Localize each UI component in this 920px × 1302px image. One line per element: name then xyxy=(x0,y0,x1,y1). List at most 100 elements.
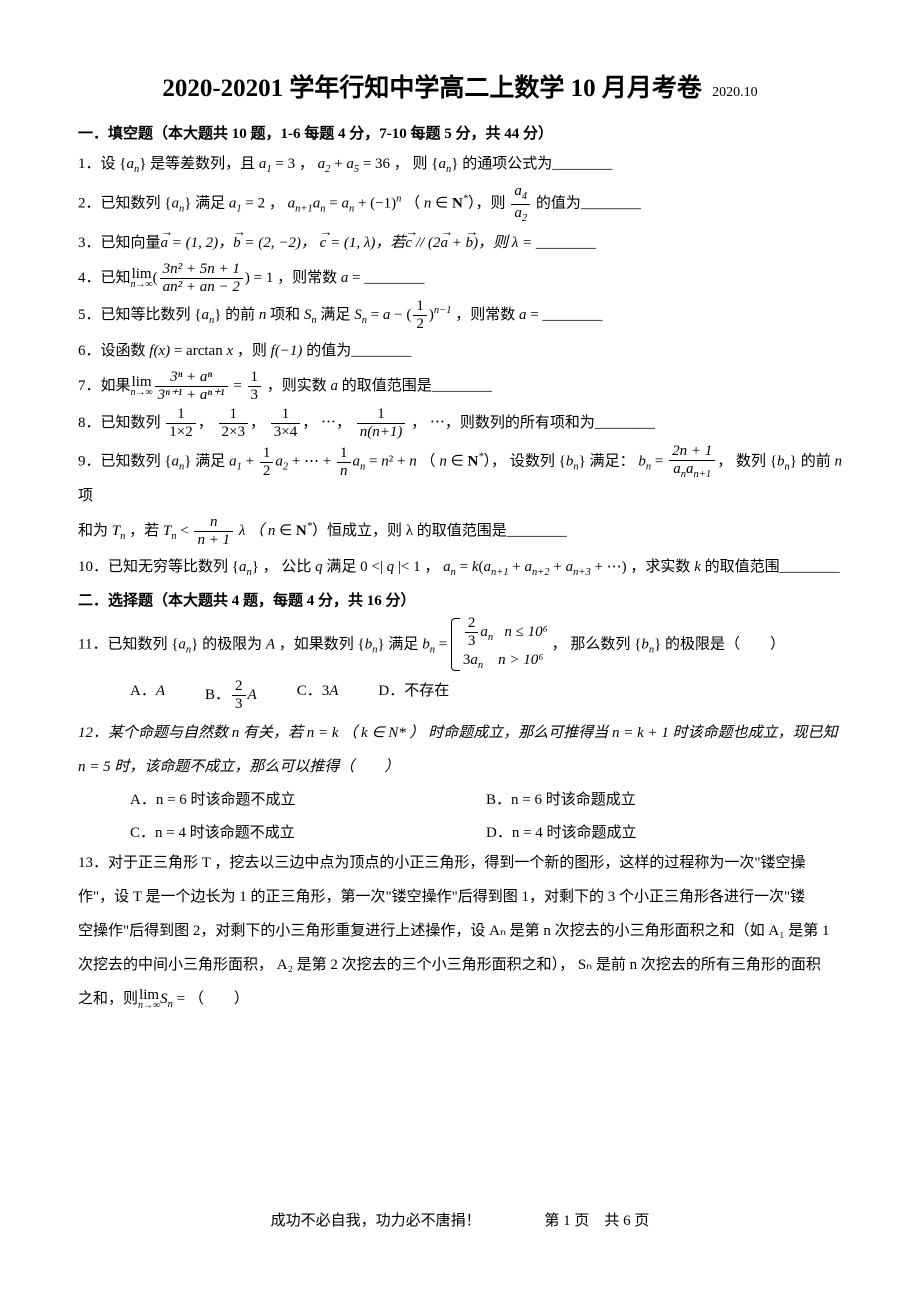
q11: 11．已知数列 {an} 的极限为 A ，如果数列 {bn} 满足 bn = 2… xyxy=(78,616,842,674)
q9-eq2: = xyxy=(651,454,667,470)
q5-t2: 项和 xyxy=(266,307,304,323)
q10-s3: n+3 xyxy=(573,567,591,578)
q1-eq1: = 3 ， xyxy=(272,156,318,172)
q7-pre: 7．如果 xyxy=(78,378,131,394)
q11-c1n: 2 xyxy=(465,616,479,633)
q9-ffrac: nn + 1 xyxy=(194,515,233,548)
q7-a: a xyxy=(331,378,339,394)
q9: 9．已知数列 {an} 满足 a1 + 12a2 + ⋯ + 1nan = n²… xyxy=(78,444,842,511)
q9-t4: ， 数列 { xyxy=(717,454,777,470)
q9-b3: b xyxy=(777,454,785,470)
q6-pre: 6．设函数 xyxy=(78,343,149,359)
q4-pre: 4．已知 xyxy=(78,270,131,286)
q5-minus: − ( xyxy=(390,307,411,323)
q10-t2: 满足 0 <| xyxy=(323,559,387,575)
q1-t1: } 是等差数列，且 xyxy=(139,156,259,172)
q9-l2p: 和为 xyxy=(78,522,112,538)
q3-ceq: = (1, λ)，若 xyxy=(326,235,405,251)
q8-f1n: 1 xyxy=(166,407,195,424)
q11-t3: } 满足 xyxy=(377,636,422,652)
q2-N: N xyxy=(452,195,463,211)
q2-sn1: n+1 xyxy=(295,203,313,214)
q10-pl: + xyxy=(509,559,525,575)
q9-a: a xyxy=(172,454,180,470)
q7-rd: 3 xyxy=(248,387,262,403)
q2-fn-s: 4 xyxy=(522,191,527,202)
q5-t1: } 的前 xyxy=(214,307,259,323)
q11-c2s: n xyxy=(478,660,483,671)
q2-plus: + (−1) xyxy=(354,195,396,211)
q9-fden: n + 1 xyxy=(194,532,233,548)
q9-N2: N xyxy=(296,522,307,538)
q13-l5-pre: 之和，则 xyxy=(78,991,138,1007)
q9-in: ∈ xyxy=(447,454,468,470)
q1-a5: a xyxy=(346,156,354,172)
q10-t4: ，求实数 xyxy=(627,559,695,575)
q12-optC: C．n = 4 时该命题不成立 xyxy=(130,821,486,842)
q6-arg: (x) xyxy=(153,343,170,359)
q7-den: 3ⁿ⁺¹ + aⁿ⁺¹ xyxy=(155,387,228,403)
q11-optA: A．A xyxy=(130,679,165,712)
q3-aeq: = (1, 2)， xyxy=(168,235,233,251)
q9-pl: + xyxy=(242,454,258,470)
q12-options: A．n = 6 时该命题不成立 B．n = 6 时该命题成立 C．n = 4 时… xyxy=(130,788,842,842)
q1-plus: + xyxy=(330,156,346,172)
q9-bnum: 2n + 1 xyxy=(669,444,715,461)
q1-eq2: = 36 ， 则 { xyxy=(359,156,438,172)
q11-optD: D．不存在 xyxy=(378,679,449,712)
q4-lim-bot: n→∞ xyxy=(131,280,153,290)
section2-head: 二．选择题（本大题共 4 题，每题 4 分，共 16 分） xyxy=(78,589,842,610)
q10-a1: a xyxy=(483,559,491,575)
q11-a: a xyxy=(178,636,186,652)
q5: 5．已知等比数列 {an} 的前 n 项和 Sn 满足 Sn = a − (12… xyxy=(78,299,842,332)
q11-b2: b xyxy=(422,636,430,652)
q12-line2: n = 5 时，该命题不成立，那么可以推得（ ） xyxy=(78,759,399,775)
q5-t3: 满足 xyxy=(317,307,355,323)
q3-b2: b xyxy=(466,228,474,258)
footer-cur: 1 xyxy=(563,1213,571,1229)
q9-eq: = xyxy=(365,454,381,470)
q2-t2: ），则 xyxy=(468,195,509,211)
q11-optC: C．3A xyxy=(297,679,339,712)
q12: 12．某个命题与自然数 n 有关，若 n = k （ k ∈ N* ） 时命题成… xyxy=(78,718,842,748)
q4-num: 3n² + 5n + 1 xyxy=(160,262,243,279)
q11-eq: = xyxy=(435,636,451,652)
q8-c3: ， ⋯， xyxy=(302,415,355,431)
q10-k2: k xyxy=(694,559,701,575)
q8-c2: ， xyxy=(250,415,269,431)
q9-b2: b xyxy=(638,454,646,470)
q2-fd-a: a xyxy=(514,205,522,221)
q9-T2: T xyxy=(163,522,171,538)
q7-tail: 的取值范围是________ xyxy=(338,378,492,394)
q6: 6．设函数 f(x) = arctan x ，则 f(−1) 的值为______… xyxy=(78,336,842,366)
page-content: 2020-20201 学年行知中学高二上数学 10 月月考卷 2020.10 一… xyxy=(78,68,842,1019)
q6-tail: 的值为________ xyxy=(302,343,411,359)
q11-t4: ， 那么数列 { xyxy=(552,636,642,652)
q12-optD: D．n = 4 时该命题成立 xyxy=(486,821,842,842)
q12-optA: A．n = 6 时该命题不成立 xyxy=(130,788,486,809)
q9-hn: 1n xyxy=(337,446,351,479)
q1-tail: } 的通项公式为________ xyxy=(451,156,612,172)
q8-fnd: n(n+1) xyxy=(357,424,406,440)
q2-cond: （ xyxy=(401,195,424,211)
q5-t4: ，则常数 xyxy=(451,307,519,323)
q9-h1d: 2 xyxy=(260,463,274,479)
q10-s1: n+1 xyxy=(491,567,509,578)
q1-seq: a xyxy=(126,156,134,172)
q9-h1n: 1 xyxy=(260,446,274,463)
q9-lam: λ （ xyxy=(235,522,268,538)
q9-T: T xyxy=(112,522,120,538)
q8-f1d: 1×2 xyxy=(166,424,195,440)
q9-t5: } 的前 xyxy=(790,454,835,470)
q10-pl3: + ⋯) xyxy=(591,559,627,575)
q11-tail: } 的极限是（ ） xyxy=(654,636,785,652)
q4-tail: = ________ xyxy=(348,270,424,286)
q7-t1: ，则实数 xyxy=(263,378,331,394)
q11-optD-l: D．不存在 xyxy=(378,683,449,699)
q10-q2: q xyxy=(387,559,395,575)
q8-f2: 12×3 xyxy=(219,407,248,440)
q13-l2: 作"，设 T 是一个边长为 1 的正三角形，第一次"镂空操作"后得到图 1，对剩… xyxy=(78,882,842,912)
title-date: 2020.10 xyxy=(712,85,758,100)
q3-b: b xyxy=(233,228,241,258)
q11-c2cond: n > 10⁶ xyxy=(498,652,543,668)
